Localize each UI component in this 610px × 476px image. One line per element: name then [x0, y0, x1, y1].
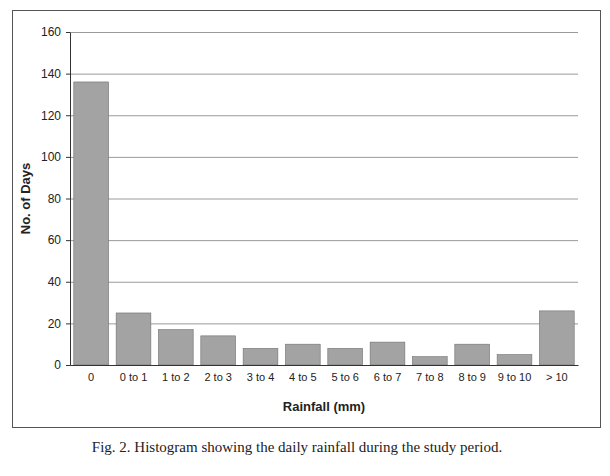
x-tick-label: 8 to 9	[458, 371, 486, 383]
grid-line	[70, 240, 578, 241]
y-tick-label: 60	[48, 233, 62, 247]
y-tick: 20	[48, 317, 70, 331]
x-tick-label: 7 to 8	[416, 371, 444, 383]
bar	[285, 344, 320, 365]
y-tick: 100	[41, 150, 70, 164]
chart: 0 20 40 60 80 100 120 140 160 0 0 to 1 1 to 2 2 to 3…	[0, 0, 610, 476]
x-tick-label: 4 to 5	[289, 371, 317, 383]
x-axis: 0 0 to 1 1 to 2 2 to 3 3 to 4 4 to 5 5 to 6 6 t…	[71, 365, 579, 383]
grid-line	[70, 199, 578, 200]
x-tick: 4 to 5	[289, 365, 317, 383]
y-axis: 0 20 40 60 80 100 120 140 160	[41, 25, 71, 372]
bar	[412, 357, 447, 365]
x-tick-label: 0	[88, 371, 94, 383]
y-tick-label: 80	[48, 192, 62, 206]
bar	[497, 355, 532, 365]
x-tick: 5 to 6	[331, 365, 359, 383]
y-tick: 0	[54, 358, 70, 372]
y-tick: 40	[48, 275, 70, 289]
bars	[74, 82, 574, 365]
grid	[70, 33, 578, 366]
y-tick-mark	[66, 157, 70, 158]
bar	[116, 313, 151, 365]
x-tick: 2 to 3	[204, 365, 232, 383]
y-tick-mark	[66, 115, 70, 116]
bar	[328, 348, 363, 365]
x-tick-label: 1 to 2	[162, 371, 190, 383]
bar	[74, 82, 109, 365]
y-axis-line	[70, 33, 71, 366]
grid-line	[70, 115, 578, 116]
x-tick: 9 to 10	[498, 365, 532, 383]
grid-line	[70, 282, 578, 283]
x-tick-label: 2 to 3	[204, 371, 232, 383]
y-tick: 160	[41, 25, 70, 39]
plot: 0 20 40 60 80 100 120 140 160 0 0 to 1 1 to 2 2 to 3…	[41, 25, 579, 383]
grid-line	[70, 157, 578, 158]
x-tick: 1 to 2	[162, 365, 190, 383]
x-tick-label: 3 to 4	[247, 371, 275, 383]
bar	[243, 348, 278, 365]
grid-line	[70, 74, 578, 75]
y-tick-mark	[66, 74, 70, 75]
x-tick: 6 to 7	[374, 365, 402, 383]
x-tick-label: 5 to 6	[331, 371, 359, 383]
x-tick-label: 0 to 1	[120, 371, 148, 383]
x-tick-label: 9 to 10	[498, 371, 532, 383]
bar	[370, 342, 405, 365]
bar	[455, 344, 490, 365]
grid-line	[70, 365, 578, 366]
y-tick-label: 40	[48, 275, 62, 289]
y-tick: 80	[48, 192, 70, 206]
y-tick-mark	[66, 32, 70, 33]
y-tick-mark	[66, 282, 70, 283]
x-tick: > 10	[546, 365, 568, 383]
y-tick-label: 120	[41, 109, 61, 123]
y-tick: 140	[41, 67, 70, 81]
y-tick-mark	[66, 365, 70, 366]
x-tick: 0	[88, 365, 94, 383]
x-tick-label: > 10	[546, 371, 568, 383]
y-tick-mark	[66, 240, 70, 241]
y-tick-label: 20	[48, 317, 62, 331]
caption: Fig. 2. Histogram showing the daily rain…	[92, 439, 502, 455]
grid-line	[70, 32, 578, 33]
bar	[539, 311, 574, 365]
y-tick-mark	[66, 199, 70, 200]
x-axis-line	[71, 365, 579, 366]
x-tick-label: 6 to 7	[374, 371, 402, 383]
y-axis-title: No. of Days	[18, 163, 33, 235]
x-axis-title: Rainfall (mm)	[283, 399, 365, 414]
y-tick-mark	[66, 323, 70, 324]
bar	[158, 330, 193, 365]
chart-frame	[13, 11, 601, 428]
bar	[201, 336, 236, 365]
x-tick: 8 to 9	[458, 365, 486, 383]
y-tick: 120	[41, 109, 70, 123]
y-tick: 60	[48, 233, 70, 247]
x-tick: 7 to 8	[416, 365, 444, 383]
y-tick-label: 0	[54, 358, 61, 372]
x-tick: 0 to 1	[120, 365, 148, 383]
y-tick-label: 140	[41, 67, 61, 81]
y-tick-label: 160	[41, 25, 61, 39]
x-tick: 3 to 4	[247, 365, 275, 383]
y-tick-label: 100	[41, 150, 61, 164]
